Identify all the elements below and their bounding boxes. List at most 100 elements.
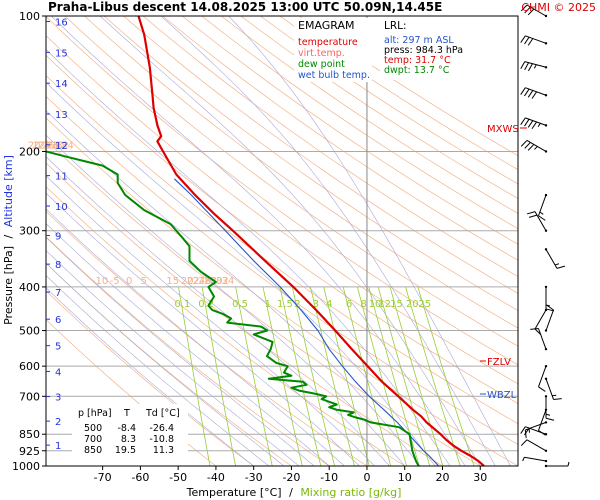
mxws-marker: MXWS <box>487 124 519 135</box>
alt-tick-label: 1 <box>55 441 61 452</box>
x-tick-label: -20 <box>282 471 300 484</box>
lrl-press: press: 984.3 hPa <box>384 45 463 56</box>
wind-barb <box>538 193 548 221</box>
p-tick-label: 1000 <box>12 460 40 473</box>
p-tick-label: 400 <box>19 281 40 294</box>
wind-barb-base <box>544 94 548 97</box>
x-tick-label: 20 <box>435 471 449 484</box>
x-axis-label-temperature: Temperature [°C] <box>186 486 282 499</box>
wind-barb <box>520 61 548 72</box>
wind-barb-half-flag <box>534 146 538 150</box>
dry-adiabat-line <box>142 16 518 278</box>
dry-adiabat-label: 28 <box>204 276 217 287</box>
dry-adiabat-label: 24 <box>37 141 50 152</box>
wind-barb-flag <box>527 38 534 46</box>
wind-barb-base <box>544 150 548 153</box>
wind-barb <box>522 456 548 463</box>
wind-barb <box>530 327 548 351</box>
credit-label: CHMI © 2025 <box>521 1 596 14</box>
wind-barb-staff <box>526 439 547 452</box>
wind-barb-staff <box>534 309 547 330</box>
alt-tick-label: 13 <box>55 110 68 121</box>
alt-tick-label: 4 <box>55 367 61 378</box>
dry-adiabat-line <box>46 16 518 366</box>
dry-adiabat-label: 32 <box>56 141 69 152</box>
sounding-profiles <box>46 16 485 466</box>
dry-adiabat-label: 30 <box>52 141 65 152</box>
wind-barb-base <box>544 193 548 197</box>
wind-barb-flag <box>527 8 535 16</box>
dry-adiabat-line <box>123 16 518 294</box>
wind-barb-flag <box>528 63 533 72</box>
x-axis-label-separator: / <box>289 486 293 499</box>
dry-adiabat-line <box>46 54 518 404</box>
wind-barb <box>538 364 548 392</box>
alt-tick-label: 9 <box>55 231 61 242</box>
alt-tick-label: 16 <box>55 18 68 29</box>
mixing-ratio-label: 3 <box>313 299 319 310</box>
p-tick-label: 500 <box>19 325 40 338</box>
wind-barb-flag <box>553 398 562 400</box>
dry-adiabat-line <box>46 35 518 385</box>
table-header-t: T <box>123 408 130 419</box>
x-tick-label: -60 <box>131 471 149 484</box>
wind-barb <box>520 35 548 46</box>
alt-tick-label: 14 <box>55 79 68 90</box>
alt-tick-label: 15 <box>55 48 68 59</box>
wind-barb-flag <box>531 121 538 130</box>
wind-barb-half-flag <box>533 64 537 69</box>
wind-barb-half-flag <box>537 123 541 128</box>
wind-barb-flag <box>524 6 531 14</box>
alt-tick-label: 12 <box>55 141 68 152</box>
wind-barb-flag <box>524 36 530 45</box>
wind-barb-flag <box>524 118 530 127</box>
dew-point-profile <box>46 150 420 466</box>
y-axis-label-altitude: Altitude [km] <box>2 155 15 227</box>
x-tick-label: -40 <box>207 471 225 484</box>
wind-barb-flag <box>520 87 526 95</box>
wind-barb-base <box>544 464 548 468</box>
mixing-ratio-label: 15 <box>390 299 403 310</box>
table-row-500-p: 500 <box>84 423 102 434</box>
wind-barb <box>520 87 548 99</box>
wind-barb-flag <box>545 308 555 312</box>
wind-barb-flag <box>524 88 530 97</box>
wind-barb-staff <box>538 409 547 431</box>
temperature-profile <box>137 16 485 466</box>
plot-frame <box>45 15 519 467</box>
p-tick-label: 100 <box>19 10 40 23</box>
wind-barb-base <box>544 66 548 69</box>
wind-barbs <box>520 4 570 468</box>
x-axis-label-mixing-ratio: Mixing ratio [g/kg] <box>300 486 401 499</box>
mixing-ratio-label: 10 <box>369 299 382 310</box>
wind-barb <box>544 377 562 400</box>
wind-barb-flag <box>527 90 534 98</box>
p-tick-label: 300 <box>19 225 40 238</box>
wind-barb-base <box>544 248 548 251</box>
legend-box: EMAGRAM temperature virt.temp. dew point… <box>294 18 372 82</box>
x-tick-label: -30 <box>245 471 263 484</box>
wind-barb-flag <box>545 417 555 421</box>
x-tick-label: 30 <box>473 471 487 484</box>
wind-barb-flag <box>524 429 527 439</box>
dry-adiabat-line <box>84 16 518 329</box>
alt-tick-label: 2 <box>55 417 61 428</box>
legend-title: EMAGRAM <box>298 19 355 32</box>
mixing-ratio-label: 0.1 <box>174 299 190 310</box>
dry-adiabat-line <box>220 16 518 214</box>
wind-barb-half-flag <box>539 211 544 215</box>
dry-adiabat-line <box>64 16 518 347</box>
wind-barb-staff <box>538 328 547 350</box>
table-header-td: Td [°C] <box>145 408 180 419</box>
mixing-ratio-label: 8 <box>360 299 366 310</box>
wbzl-marker: WBZL <box>487 390 517 401</box>
legend-item-dew-point: dew point <box>298 59 345 70</box>
wind-barb-base <box>544 285 548 289</box>
wind-barb-flag <box>520 439 528 447</box>
mixing-ratio-label: 1 <box>265 299 271 310</box>
x-tick-label: 0 <box>363 471 370 484</box>
wind-barb <box>534 308 548 336</box>
fzlv-marker: FZLV <box>487 357 511 368</box>
summary-table: p [hPa] T Td [°C] 500 -8.4 -26.4 700 8.3… <box>72 404 188 458</box>
